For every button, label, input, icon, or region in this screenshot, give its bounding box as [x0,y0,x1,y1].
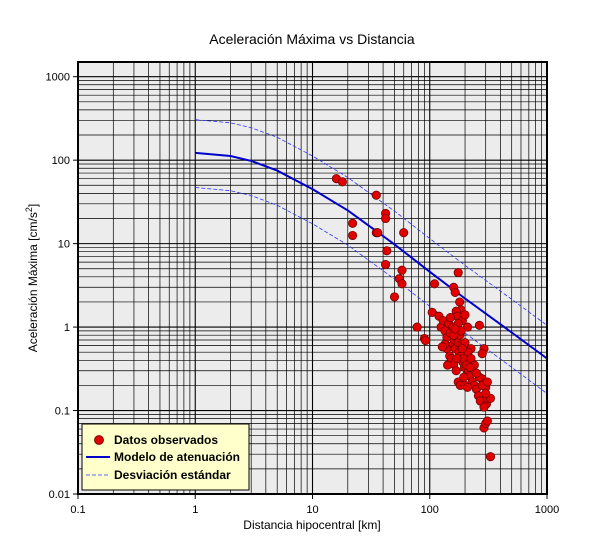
y-axis-ticks: 0.01 0.1 1 10 100 1000 [46,72,78,501]
data-point [445,313,455,323]
x-axis-label: Distancia hipocentral [km] [243,518,380,532]
data-point [373,228,383,238]
data-point [371,190,381,200]
deviation-line-lower [195,187,548,394]
x-tick-label: 1 [192,504,198,516]
x-tick-label: 1000 [535,504,559,516]
data-point [471,368,481,378]
data-point [450,324,460,334]
data-point [381,213,391,224]
y-tick-label: 0.1 [55,406,70,418]
legend-label-deviation: Desviación estándar [114,468,231,482]
data-point [465,362,475,372]
data-point [397,279,407,289]
deviation-lines [195,119,548,394]
data-point [479,402,489,412]
data-point [420,335,431,346]
legend-label-observed: Datos observados [114,433,218,447]
data-point [399,228,409,238]
data-point [477,349,487,359]
data-point [451,366,461,376]
data-point [381,260,391,270]
data-point [337,177,347,187]
legend-label-model: Modelo de atenuación [114,450,240,464]
data-point [427,307,437,317]
data-point [457,344,467,354]
y-axis-label-superscript: 2 [24,207,34,212]
data-point [437,342,447,352]
data-point [460,310,470,320]
data-point [443,360,453,370]
deviation-line-upper [195,119,548,326]
data-point [452,353,462,364]
attenuation-model-line [195,151,548,360]
legend: Datos observados Modelo de atenuación De… [81,423,250,491]
x-axis-ticks: 0.1 1 10 100 1000 [70,494,559,516]
data-point [462,382,473,392]
y-tick-label: 1000 [46,72,70,84]
x-tick-label: 0.1 [70,504,85,516]
data-point [481,388,491,399]
data-point [348,230,358,241]
model-line [195,151,548,360]
y-tick-label: 1 [64,322,70,334]
data-point [430,279,440,289]
y-tick-label: 10 [58,239,70,251]
x-tick-label: 100 [421,504,439,516]
y-axis-label: Aceleración Máxima [cm/s2] [24,204,40,352]
data-point [485,452,496,462]
data-point [474,320,484,330]
data-point [348,218,358,228]
chart-title: Aceleración Máxima vs Distancia [209,31,415,47]
data-point [450,287,460,297]
plot-area [77,61,548,495]
x-tick-label: 10 [306,504,318,516]
data-point [397,265,407,275]
data-point [453,268,463,278]
observed-points [331,174,496,462]
data-point [482,377,492,387]
legend-point-marker [94,435,104,445]
data-point [459,372,469,382]
data-point [482,416,492,426]
data-point [382,246,392,256]
data-point [455,297,465,307]
y-tick-label: 100 [52,155,70,167]
data-point [389,292,400,302]
y-tick-label: 0.01 [49,489,70,501]
data-point [412,322,422,332]
